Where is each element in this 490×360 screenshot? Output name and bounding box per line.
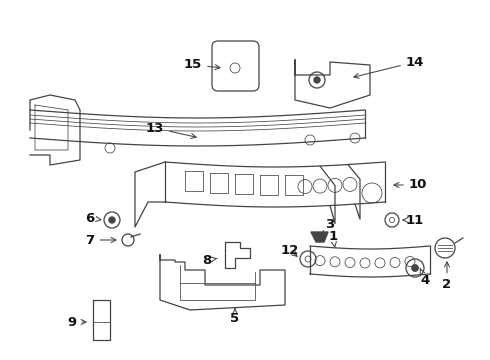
Text: 3: 3 xyxy=(322,219,335,237)
Circle shape xyxy=(109,217,115,223)
Text: 14: 14 xyxy=(354,55,424,78)
Text: 7: 7 xyxy=(85,234,116,247)
Circle shape xyxy=(314,77,320,83)
Text: 13: 13 xyxy=(146,122,196,139)
Text: 10: 10 xyxy=(394,179,427,192)
Circle shape xyxy=(412,265,418,271)
Text: 6: 6 xyxy=(85,211,101,225)
Text: 15: 15 xyxy=(184,58,220,72)
Text: 4: 4 xyxy=(420,268,430,287)
Text: 5: 5 xyxy=(230,309,240,324)
Polygon shape xyxy=(311,232,328,242)
Text: 12: 12 xyxy=(281,243,299,256)
Text: 8: 8 xyxy=(202,253,217,266)
Text: 1: 1 xyxy=(328,230,338,247)
Text: 11: 11 xyxy=(403,213,424,226)
Text: 9: 9 xyxy=(68,315,86,328)
Text: 2: 2 xyxy=(442,262,452,292)
